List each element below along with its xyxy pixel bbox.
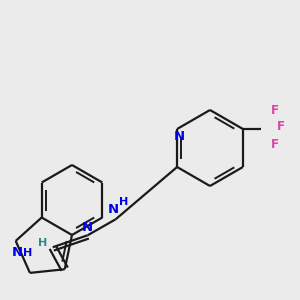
Text: F: F bbox=[271, 139, 279, 152]
Text: F: F bbox=[277, 121, 285, 134]
Text: H: H bbox=[38, 238, 47, 248]
Text: N: N bbox=[173, 130, 185, 143]
Text: N: N bbox=[108, 203, 119, 216]
Text: H: H bbox=[119, 197, 128, 207]
Text: N: N bbox=[82, 221, 93, 234]
Text: H: H bbox=[23, 248, 32, 258]
Text: N: N bbox=[12, 246, 23, 260]
Text: F: F bbox=[271, 104, 279, 118]
